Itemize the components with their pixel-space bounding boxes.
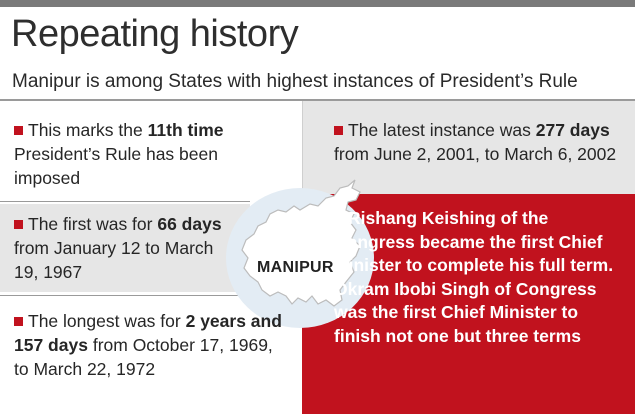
top-bar bbox=[0, 0, 635, 7]
latest-instance-panel bbox=[302, 101, 635, 194]
divider-line bbox=[0, 295, 250, 296]
first-instance-panel bbox=[0, 204, 250, 292]
fact-highlight: 277 days bbox=[535, 120, 610, 140]
red-bullet-icon bbox=[14, 317, 23, 326]
fact-text: President’s Rule has been imposed bbox=[14, 144, 218, 188]
fact-text: from June 2, 2001, to March 6, 2002 bbox=[334, 144, 617, 164]
fact-text: The longest was for bbox=[28, 311, 181, 331]
white-bullet-icon bbox=[334, 214, 343, 223]
fact-text: from October 17, 1969, to March 22, 1972 bbox=[14, 335, 273, 379]
fact-longest-instance: The longest was for 2 years and 157 days… bbox=[14, 309, 284, 381]
map-label: MANIPUR bbox=[257, 259, 334, 276]
fact-text: The first was for bbox=[28, 214, 153, 234]
column-separator bbox=[302, 101, 303, 194]
fact-text: Rishang Keishing of the Congress became … bbox=[334, 208, 614, 346]
red-bullet-icon bbox=[334, 126, 343, 135]
red-bullet-icon bbox=[14, 126, 23, 135]
fact-highlight: 2 years and 157 days bbox=[14, 311, 282, 355]
manipur-outline-icon bbox=[241, 179, 361, 307]
fact-text: from January 12 to March 19, 1967 bbox=[14, 238, 214, 282]
page-title: Repeating history bbox=[11, 13, 299, 55]
fact-text: The latest instance was bbox=[348, 120, 531, 140]
header-rule bbox=[0, 99, 635, 101]
fact-latest-instance: The latest instance was 277 days from Ju… bbox=[334, 118, 629, 166]
fact-chief-minister: Rishang Keishing of the Congress became … bbox=[334, 207, 624, 348]
fact-eleventh-time: This marks the 11th time President’s Rul… bbox=[14, 118, 284, 190]
divider-line bbox=[0, 201, 250, 202]
fact-highlight: 11th time bbox=[147, 120, 224, 140]
fact-first-instance: The first was for 66 days from January 1… bbox=[14, 212, 234, 284]
fact-highlight: 66 days bbox=[157, 214, 222, 234]
red-bullet-icon bbox=[14, 220, 23, 229]
page-subtitle: Manipur is among States with highest ins… bbox=[12, 71, 578, 92]
fact-text: This marks the bbox=[28, 120, 148, 140]
